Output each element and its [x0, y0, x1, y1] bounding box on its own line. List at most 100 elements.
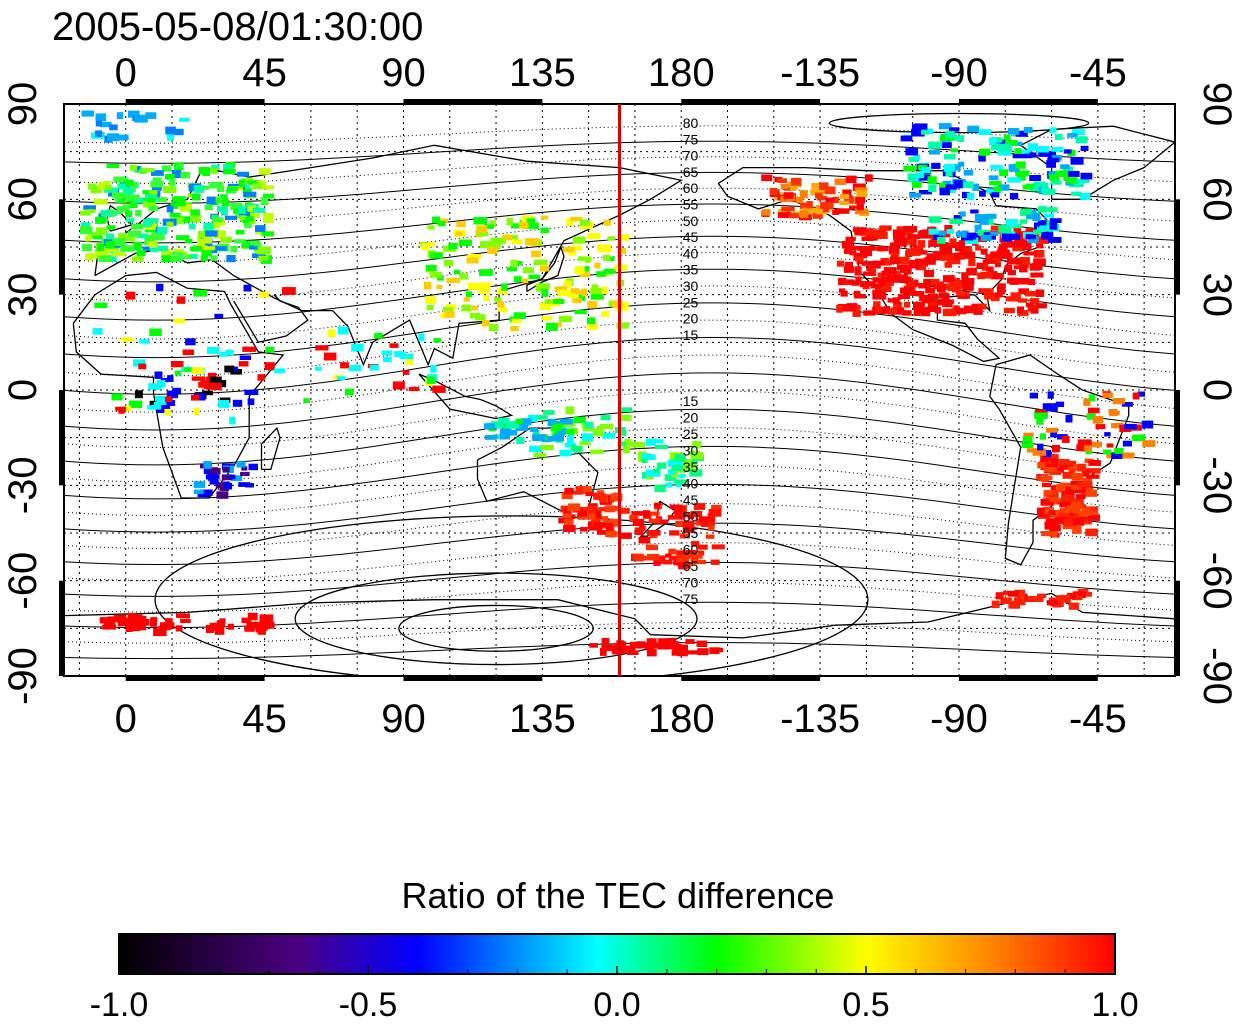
lat-tick-label: 30 [1, 272, 45, 317]
tec-cell [511, 318, 522, 324]
bottom-longitude-axis: 0 45 90 135 180 -135 -90 -45 [115, 697, 1127, 741]
tec-cell [991, 600, 1000, 609]
tec-cell [617, 641, 627, 648]
tec-cell [1005, 296, 1015, 302]
tec-cell [1061, 594, 1071, 603]
tec-cell [168, 178, 176, 186]
tec-cell [1029, 298, 1039, 304]
tec-cell [958, 240, 966, 247]
tec-cell [1051, 445, 1058, 453]
tec-cell [958, 254, 966, 260]
tec-cell [432, 385, 446, 393]
tec-cell [944, 225, 953, 233]
tec-cell [94, 302, 107, 308]
tec-cell [979, 190, 986, 197]
tec-cell [484, 423, 495, 430]
tec-cell [948, 127, 960, 132]
contour-oval [294, 572, 698, 666]
tec-cell [666, 482, 673, 488]
tec-cell [675, 520, 688, 527]
tec-cell [953, 305, 960, 310]
tec-cell [128, 110, 140, 118]
tec-cell [941, 242, 949, 248]
tec-cell [525, 238, 539, 246]
tec-cell [1049, 470, 1062, 475]
tec-cell [243, 284, 252, 292]
tec-cell [238, 361, 249, 367]
tec-cell [560, 423, 567, 432]
tec-cell [597, 244, 611, 253]
tec-cell [532, 434, 546, 441]
tec-cell [94, 199, 108, 205]
tec-cell [673, 505, 686, 513]
tec-cell [230, 475, 243, 482]
tec-cell [134, 614, 143, 620]
tec-cell [188, 193, 195, 198]
tec-cell [502, 234, 513, 241]
tec-cell [165, 618, 173, 623]
tec-cell [1048, 237, 1062, 243]
tec-cell [692, 440, 701, 449]
tec-cell [619, 302, 629, 310]
tec-cell [421, 243, 429, 251]
tec-cell [81, 110, 94, 117]
tec-cell [961, 294, 970, 299]
tec-cell [581, 433, 593, 442]
tec-cell [996, 249, 1010, 254]
tec-cell [418, 333, 425, 342]
tec-cell [859, 281, 870, 288]
tec-cell [943, 154, 956, 160]
contour-label: 75 [683, 131, 699, 147]
tec-cell [235, 229, 245, 235]
tec-cell [381, 350, 393, 356]
tec-cell [644, 642, 658, 649]
tec-cell [697, 550, 705, 556]
tec-cell [907, 173, 917, 181]
tec-cell [1082, 516, 1092, 521]
tec-cell [1095, 424, 1106, 430]
tec-cell [554, 433, 564, 442]
tec-cell [80, 222, 91, 227]
contour-label: 15 [683, 327, 699, 343]
tec-cell [944, 261, 952, 268]
tec-cell [1086, 474, 1100, 479]
tec-cell [649, 511, 660, 516]
tec-cell [999, 144, 1013, 152]
tec-cell [521, 418, 532, 426]
tec-cell [963, 181, 974, 188]
tec-cell [1121, 402, 1133, 407]
tec-cell [221, 200, 230, 207]
contour-label: 65 [683, 164, 699, 180]
tec-cell [594, 513, 602, 518]
contour-oval [154, 515, 869, 676]
tec-cell [510, 259, 518, 268]
tec-cell [1034, 412, 1048, 419]
tec-cell [865, 248, 872, 253]
tec-cell [853, 290, 861, 298]
tec-cell [918, 190, 932, 195]
tec-cell [1081, 468, 1089, 477]
tec-cell [852, 183, 866, 191]
tec-cell [113, 251, 121, 256]
tec-cell [252, 253, 266, 258]
tec-cell [653, 468, 661, 473]
tec-cell [546, 436, 561, 442]
tec-cell [563, 525, 576, 532]
tec-cell [467, 254, 481, 259]
tec-cell [214, 217, 223, 223]
contour-label: 25 [683, 294, 699, 310]
tec-cell [528, 414, 538, 423]
tec-cell [697, 648, 709, 656]
tec-cell [177, 216, 191, 223]
tec-cell [225, 215, 238, 220]
tec-cell [369, 364, 379, 371]
tec-cell [893, 233, 901, 239]
tec-cell [820, 202, 834, 209]
tec-cell [697, 544, 708, 550]
tec-cell [800, 210, 809, 219]
tec-cell [198, 167, 210, 175]
tec-cell [783, 186, 795, 191]
contour-line [64, 219, 1175, 264]
tec-cell [961, 230, 969, 238]
tec-cell [1030, 597, 1044, 602]
